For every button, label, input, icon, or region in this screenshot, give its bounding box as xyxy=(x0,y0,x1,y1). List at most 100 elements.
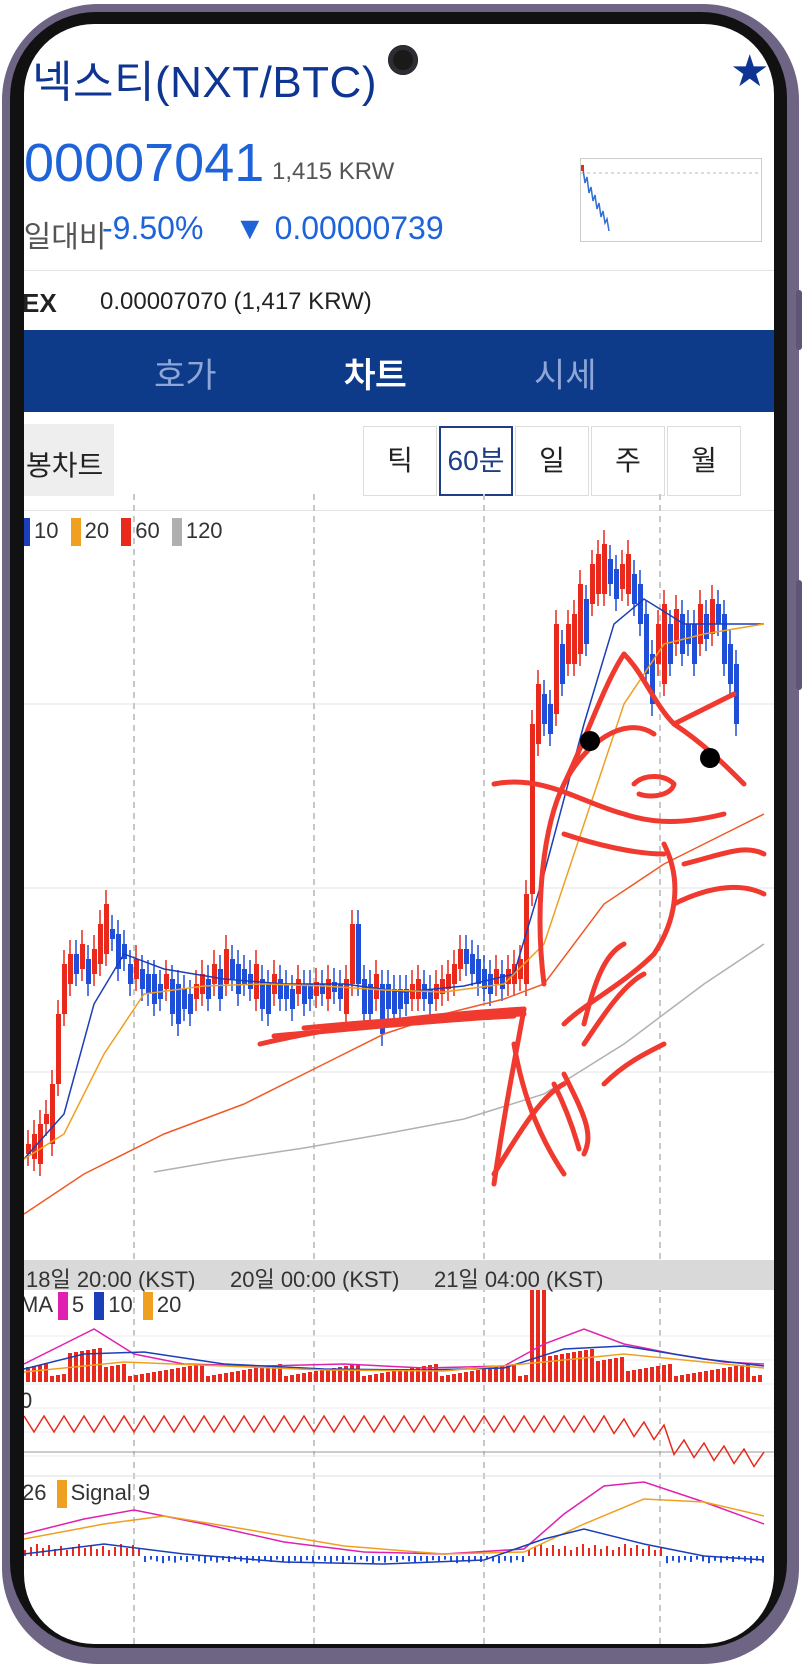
candle-body xyxy=(386,984,391,1009)
candle-body xyxy=(314,982,319,996)
volume-bar xyxy=(512,1364,516,1382)
macd-bar xyxy=(162,1556,164,1564)
candle-body xyxy=(716,604,721,624)
macd-bar xyxy=(666,1556,668,1564)
time-label: 20일 00:00 (KST) xyxy=(230,1267,400,1292)
volume-bar xyxy=(122,1364,126,1382)
volume-bar xyxy=(134,1375,138,1382)
candle-body xyxy=(122,944,127,959)
power-button xyxy=(796,580,802,690)
candle-body xyxy=(536,684,541,744)
macd-bar xyxy=(318,1556,320,1560)
macd-bar xyxy=(270,1556,272,1562)
macd-bar xyxy=(360,1556,362,1560)
period-week[interactable]: 주 xyxy=(591,426,665,496)
macd-bar xyxy=(534,1547,536,1556)
candle-body xyxy=(242,969,247,984)
volume-bar xyxy=(290,1375,294,1382)
volume-legend: MA 5 10 20 xyxy=(24,1292,181,1321)
macd-bar xyxy=(294,1556,296,1561)
macd-bar xyxy=(366,1556,368,1562)
candle-body xyxy=(86,959,91,984)
volume-bar xyxy=(560,1354,564,1382)
volume-bar xyxy=(194,1365,198,1382)
candle-body xyxy=(302,984,307,1004)
candle-body xyxy=(44,1114,49,1124)
candle-body xyxy=(524,894,529,984)
volume-button xyxy=(796,290,802,350)
macd-bar xyxy=(540,1544,542,1556)
macd-bar xyxy=(78,1544,80,1556)
ma-legend: 10 20 60 120 xyxy=(24,518,223,547)
ma10-line xyxy=(24,598,764,1160)
period-month[interactable]: 월 xyxy=(667,426,741,496)
price-chart[interactable] xyxy=(24,24,774,1644)
candle-body xyxy=(338,984,343,999)
candle-body xyxy=(632,574,637,604)
volume-bar xyxy=(218,1374,222,1382)
volume-bar xyxy=(542,1272,546,1382)
tab-orderbook[interactable]: 호가 xyxy=(154,357,217,395)
macd-bar xyxy=(492,1556,494,1562)
macd-bar xyxy=(378,1556,380,1561)
candle-body xyxy=(194,984,199,999)
macd-bar xyxy=(126,1548,128,1556)
volume-bar xyxy=(116,1365,120,1382)
candle-body xyxy=(320,984,325,994)
volume-bar xyxy=(446,1375,450,1382)
volume-bar xyxy=(638,1369,642,1382)
macd-bar xyxy=(168,1556,170,1561)
candle-body xyxy=(728,644,733,684)
candle-body xyxy=(644,614,649,674)
macd-bar xyxy=(504,1556,506,1561)
volume-bar xyxy=(230,1372,234,1382)
period-tick[interactable]: 틱 xyxy=(363,426,437,496)
candle-body xyxy=(182,989,187,1009)
volume-ma20 xyxy=(24,1353,765,1373)
change-percent: -9.50% xyxy=(102,210,204,246)
oscillator-line xyxy=(24,1414,765,1468)
macd-bar xyxy=(384,1556,386,1563)
mini-chart[interactable] xyxy=(580,158,762,242)
candle-body xyxy=(506,969,511,984)
candle-body xyxy=(500,974,505,989)
sketch-stroke xyxy=(581,941,667,1087)
macd-bar xyxy=(336,1556,338,1561)
macd-bar xyxy=(432,1556,434,1561)
candle-chart-toggle[interactable]: 봉차트 xyxy=(24,424,114,496)
volume-bar xyxy=(50,1376,54,1382)
volume-bar xyxy=(674,1376,678,1382)
volume-bar xyxy=(602,1360,606,1382)
volume-bar xyxy=(386,1372,390,1382)
volume-bar xyxy=(362,1376,366,1382)
time-axis xyxy=(24,1260,774,1290)
candle-body xyxy=(344,979,349,1014)
candle-body xyxy=(68,954,73,984)
volume-bar xyxy=(38,1365,42,1382)
period-day[interactable]: 일 xyxy=(515,426,589,496)
star-icon[interactable]: ★ xyxy=(730,47,770,96)
candle-body xyxy=(260,979,265,1009)
app-screen: 넥스티(NXT/BTC) ★ 00007041 1,415 KRW 전일대비 -… xyxy=(24,24,774,1644)
volume-bar xyxy=(158,1371,162,1382)
volume-bar xyxy=(548,1356,552,1382)
macd-bar xyxy=(348,1556,350,1561)
volume-bar xyxy=(152,1372,156,1382)
divider xyxy=(24,270,774,271)
macd-bar xyxy=(252,1556,254,1561)
candle-body xyxy=(92,949,97,974)
macd-bar xyxy=(402,1556,404,1560)
candle-body xyxy=(518,959,523,979)
candle-body xyxy=(146,974,151,994)
macd-bar xyxy=(132,1545,134,1556)
volume-bar xyxy=(398,1370,402,1382)
volume-bar xyxy=(578,1351,582,1382)
candle-body xyxy=(560,644,565,684)
tab-chart[interactable]: 차트 xyxy=(344,357,407,395)
candle-body xyxy=(638,584,643,624)
volume-bar xyxy=(200,1364,204,1382)
tab-market[interactable]: 시세 xyxy=(534,357,597,395)
volume-bar xyxy=(680,1375,684,1382)
period-60min[interactable]: 60분 xyxy=(439,426,513,496)
macd-bar xyxy=(588,1548,590,1556)
